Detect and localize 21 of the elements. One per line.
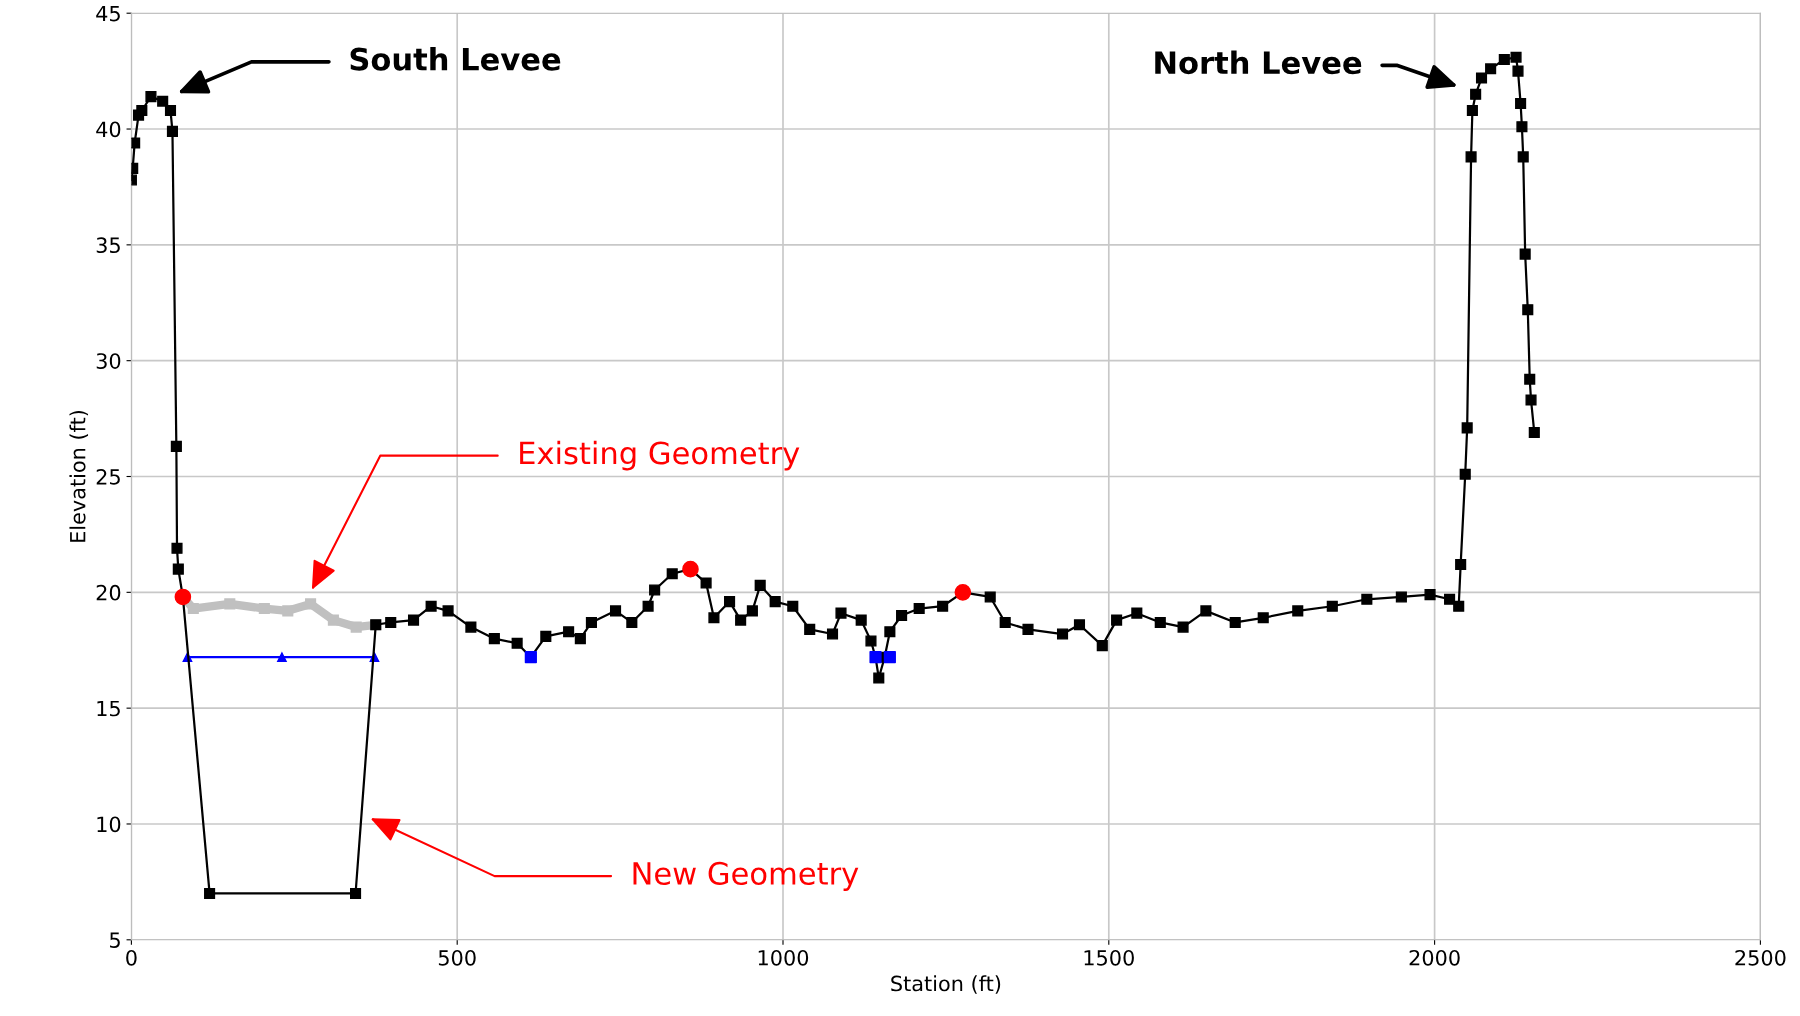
- y-tick-label: 30: [96, 353, 121, 369]
- y-tick-label: 15: [97, 700, 120, 717]
- x-tick-label: 0: [126, 949, 137, 966]
- y-tick-label: 40: [96, 121, 121, 138]
- y-tick-label: 45: [96, 5, 120, 22]
- y-tick-label: 10: [97, 816, 121, 833]
- annotation: New Geometry: [633, 861, 859, 891]
- y-tick-label: 25: [96, 468, 120, 485]
- y-tick-label: 35: [96, 237, 120, 254]
- annotation: North Levee: [1155, 50, 1362, 75]
- annotation: Existing Geometry: [520, 440, 800, 471]
- x-tick-label: 1000: [758, 949, 809, 966]
- y-axis-title: Elevation (ft): [69, 410, 89, 542]
- x-tick-label: 2500: [1735, 949, 1786, 966]
- y-tick-label: 5: [110, 932, 120, 949]
- annotation: South Levee: [350, 47, 561, 71]
- x-tick-label: 2000: [1409, 949, 1460, 966]
- x-tick-label: 500: [438, 949, 476, 966]
- y-tick-label: 20: [96, 584, 121, 601]
- x-axis-title: Station (ft): [891, 975, 1001, 994]
- x-tick-label: 1500: [1084, 949, 1134, 966]
